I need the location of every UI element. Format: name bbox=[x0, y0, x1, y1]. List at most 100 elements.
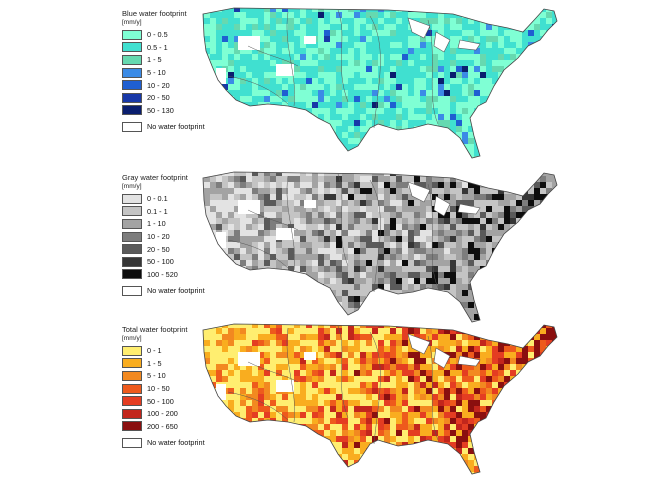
map-cell bbox=[528, 248, 534, 254]
map-cell bbox=[426, 302, 432, 308]
map-cell bbox=[348, 448, 354, 454]
map-cell bbox=[402, 254, 408, 260]
map-cell bbox=[342, 324, 348, 328]
map-cell bbox=[504, 150, 510, 156]
map-cell bbox=[222, 212, 228, 218]
map-cell bbox=[474, 66, 480, 72]
gray-legend: Gray water footprint [mm/y] 0 - 0.1 0.1 -… bbox=[122, 173, 205, 296]
map-cell bbox=[420, 108, 426, 114]
map-cell bbox=[216, 302, 222, 308]
map-cell bbox=[384, 308, 390, 314]
map-cell bbox=[546, 212, 552, 218]
map-cell bbox=[408, 120, 414, 126]
map-cell bbox=[522, 114, 528, 120]
map-cell bbox=[378, 334, 384, 340]
map-cell bbox=[216, 36, 222, 42]
map-cell bbox=[354, 8, 360, 12]
map-cell bbox=[210, 90, 216, 96]
map-cell bbox=[438, 376, 444, 382]
map-cell bbox=[552, 48, 557, 54]
map-cell bbox=[312, 418, 318, 424]
map-cell bbox=[462, 284, 468, 290]
map-cell bbox=[462, 302, 468, 308]
map-cell bbox=[420, 376, 426, 382]
map-cell bbox=[486, 430, 492, 436]
map-cell bbox=[516, 114, 522, 120]
map-cell bbox=[492, 66, 498, 72]
map-cell bbox=[294, 114, 300, 120]
map-cell bbox=[264, 200, 270, 206]
map-cell bbox=[480, 424, 486, 430]
map-cell bbox=[504, 90, 510, 96]
map-cell bbox=[402, 308, 408, 314]
map-cell bbox=[438, 302, 444, 308]
map-cell bbox=[366, 406, 372, 412]
map-cell bbox=[312, 346, 318, 352]
map-cell bbox=[336, 424, 342, 430]
map-cell bbox=[498, 290, 504, 296]
map-cell bbox=[462, 430, 468, 436]
map-cell bbox=[474, 60, 480, 66]
map-cell bbox=[270, 290, 276, 296]
map-cell bbox=[384, 406, 390, 412]
map-cell bbox=[540, 42, 546, 48]
map-cell bbox=[306, 296, 312, 302]
map-cell bbox=[528, 144, 534, 150]
map-cell bbox=[384, 120, 390, 126]
map-cell bbox=[294, 42, 300, 48]
map-cell bbox=[486, 230, 492, 236]
map-cell bbox=[402, 78, 408, 84]
map-cell bbox=[360, 206, 366, 212]
map-cell bbox=[222, 248, 228, 254]
map-cell bbox=[546, 266, 552, 272]
map-cell bbox=[426, 314, 432, 320]
map-cell bbox=[384, 236, 390, 242]
map-cell bbox=[402, 436, 408, 442]
map-cell bbox=[396, 176, 402, 182]
map-cell bbox=[342, 370, 348, 376]
map-cell bbox=[300, 18, 306, 24]
map-cell bbox=[270, 284, 276, 290]
no-footprint-swatch bbox=[122, 121, 142, 132]
map-cell bbox=[498, 18, 504, 24]
map-cell bbox=[306, 188, 312, 194]
map-cell bbox=[444, 120, 450, 126]
map-cell bbox=[378, 302, 384, 308]
map-cell bbox=[468, 54, 474, 60]
map-cell bbox=[204, 90, 210, 96]
map-cell bbox=[450, 278, 456, 284]
map-cell bbox=[480, 430, 486, 436]
map-cell bbox=[390, 400, 396, 406]
map-cell bbox=[432, 436, 438, 442]
map-cell bbox=[282, 114, 288, 120]
map-cell bbox=[246, 364, 252, 370]
map-cell bbox=[462, 72, 468, 78]
map-cell bbox=[372, 156, 378, 158]
map-cell bbox=[390, 194, 396, 200]
map-cell bbox=[414, 120, 420, 126]
map-cell bbox=[360, 370, 366, 376]
map-cell bbox=[204, 8, 210, 12]
map-cell bbox=[462, 230, 468, 236]
map-cell bbox=[330, 254, 336, 260]
map-cell bbox=[540, 406, 546, 412]
map-cell bbox=[348, 412, 354, 418]
map-cell bbox=[474, 364, 480, 370]
map-cell bbox=[288, 296, 294, 302]
map-cell bbox=[234, 418, 240, 424]
map-cell bbox=[294, 150, 300, 156]
map-cell bbox=[522, 176, 528, 182]
map-cell bbox=[234, 60, 240, 66]
map-cell bbox=[402, 388, 408, 394]
map-cell bbox=[372, 206, 378, 212]
map-cell bbox=[222, 206, 228, 212]
map-cell bbox=[456, 376, 462, 382]
map-cell bbox=[450, 12, 456, 18]
map-cell bbox=[444, 418, 450, 424]
map-cell bbox=[432, 12, 438, 18]
map-cell bbox=[216, 102, 222, 108]
map-cell bbox=[450, 242, 456, 248]
map-cell bbox=[396, 212, 402, 218]
map-cell bbox=[258, 156, 264, 158]
map-cell bbox=[222, 224, 228, 230]
